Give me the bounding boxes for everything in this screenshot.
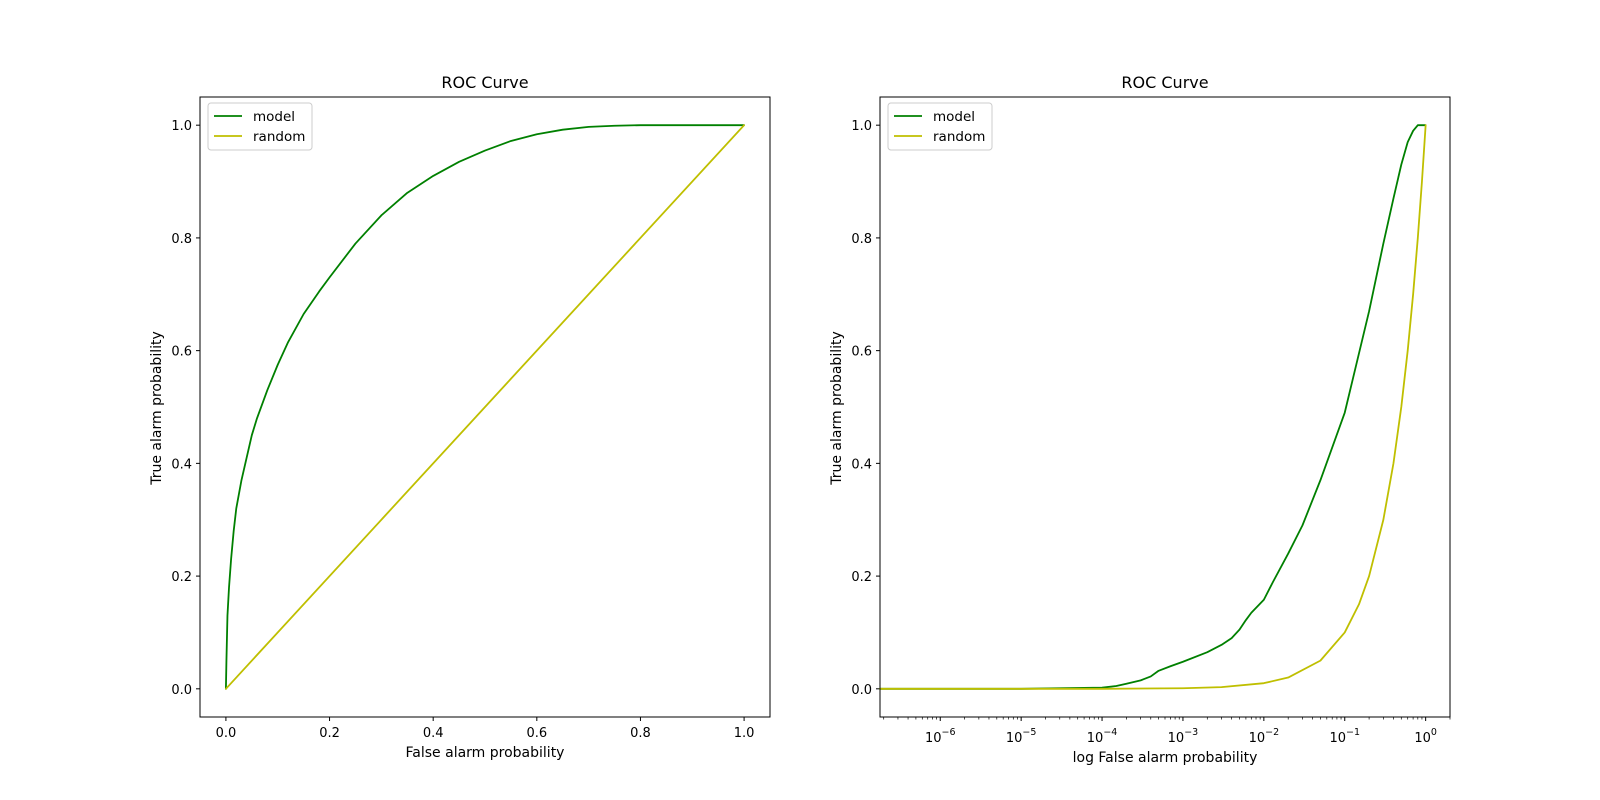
right-chart-xlabel: log False alarm probability xyxy=(1073,750,1258,766)
right-ytick-label: 1.0 xyxy=(851,119,872,134)
right-ytick-label: 0.4 xyxy=(851,457,872,472)
left-series-line-random xyxy=(225,124,745,690)
right-chart-legend: model random xyxy=(887,102,993,151)
left-xtick-label: 0.0 xyxy=(216,726,237,741)
right-series-line-model xyxy=(879,124,1427,690)
right-chart-frame xyxy=(879,96,1451,718)
left-legend-label-random: random xyxy=(253,129,305,145)
left-ytick-label: 0.8 xyxy=(171,232,192,247)
right-ytick-label: 0.2 xyxy=(851,570,872,585)
right-chart-series-group xyxy=(879,124,1427,690)
right-xtick-label: 10−1 xyxy=(1329,727,1360,746)
right-chart-xticks: 10−6 10−5 10−4 10−3 10−2 10−1 100 xyxy=(925,717,1437,746)
right-chart-title: ROC Curve xyxy=(1121,73,1208,92)
left-series-line-model xyxy=(225,124,745,690)
right-xtick-label: 10−5 xyxy=(1006,727,1037,746)
right-xtick-label: 10−2 xyxy=(1249,727,1280,746)
left-xtick-label: 0.4 xyxy=(423,726,444,741)
left-chart-title: ROC Curve xyxy=(441,73,528,92)
right-xtick-label: 100 xyxy=(1414,727,1437,746)
left-ytick-label: 0.2 xyxy=(171,570,192,585)
right-legend-label-model: model xyxy=(933,109,975,125)
right-chart: ROC Curve log False alarm probability Tr… xyxy=(829,73,1451,766)
right-ytick-label: 0.6 xyxy=(851,345,872,360)
right-legend-box xyxy=(887,102,993,151)
left-ytick-label: 0.6 xyxy=(171,345,192,360)
right-legend-label-random: random xyxy=(933,129,985,145)
right-series-line-random xyxy=(879,124,1427,690)
left-chart-frame xyxy=(199,96,771,718)
left-chart-ylabel: True alarm probability xyxy=(149,331,165,486)
left-chart-legend: model random xyxy=(207,102,313,151)
right-xtick-label: 10−4 xyxy=(1087,727,1118,746)
left-xtick-label: 1.0 xyxy=(734,726,755,741)
left-chart-xticks: 0.0 0.2 0.4 0.6 0.8 1.0 xyxy=(216,717,755,741)
right-chart-yticks: 0.0 0.2 0.4 0.6 0.8 1.0 xyxy=(851,119,880,698)
left-ytick-label: 0.4 xyxy=(171,457,192,472)
left-xtick-label: 0.6 xyxy=(526,726,547,741)
right-xtick-label: 10−3 xyxy=(1168,727,1199,746)
left-chart-yticks: 0.0 0.2 0.4 0.6 0.8 1.0 xyxy=(171,119,200,698)
left-legend-box xyxy=(207,102,313,151)
right-chart-ylabel: True alarm probability xyxy=(829,331,845,486)
left-chart-xlabel: False alarm probability xyxy=(406,745,565,761)
right-xtick-label: 10−6 xyxy=(925,727,956,746)
left-ytick-label: 0.0 xyxy=(171,683,192,698)
right-ytick-label: 0.8 xyxy=(851,232,872,247)
left-legend-label-model: model xyxy=(253,109,295,125)
right-ytick-label: 0.0 xyxy=(851,683,872,698)
left-ytick-label: 1.0 xyxy=(171,119,192,134)
left-chart: ROC Curve False alarm probability True a… xyxy=(149,73,771,761)
left-chart-series-group xyxy=(225,124,745,690)
left-xtick-label: 0.2 xyxy=(319,726,340,741)
left-xtick-label: 0.8 xyxy=(630,726,651,741)
